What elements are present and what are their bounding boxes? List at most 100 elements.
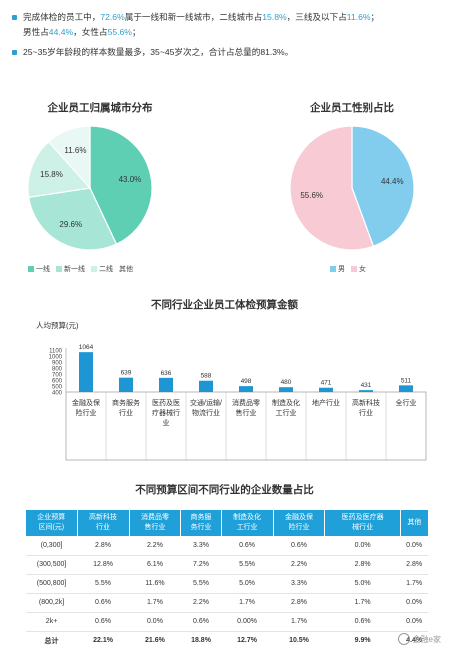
highlight-value: 55.6%: [107, 27, 132, 37]
legend-label: 新一线: [64, 266, 85, 273]
bullet-text: 男性占: [23, 27, 49, 37]
city-pie-slice: [89, 125, 153, 245]
legend-swatch: [330, 266, 336, 272]
table-cell: 0.6%: [324, 612, 401, 632]
bullet-text: 属于一线和新一线城市，二线城市占: [124, 12, 263, 22]
table-cell: 2.8%: [324, 555, 401, 575]
x-tick-label: 制造及化工行业: [272, 398, 300, 417]
table-cell: 总计: [44, 637, 59, 645]
bullet-dot-icon: [12, 50, 17, 55]
bar: [319, 387, 333, 392]
watermark: 金融e家: [397, 633, 441, 645]
table-cell: 2.8%: [273, 593, 325, 613]
legend-label: 女: [359, 266, 366, 273]
city-pie-slice: [27, 140, 92, 198]
table-cell: 1.7%: [221, 593, 274, 613]
x-tick-label: 交通/运输/物流行业: [190, 398, 222, 417]
bar-value-label: 480: [281, 379, 292, 386]
bar-value-label: 511: [401, 377, 412, 384]
bar: [79, 352, 93, 392]
table-cell: 0.00%: [221, 612, 274, 632]
highlight-value: 15.8%: [262, 12, 287, 22]
table-cell: 1.7%: [273, 612, 325, 632]
bar-value-label: 471: [321, 380, 332, 387]
wechat-logo-icon: [397, 633, 410, 645]
bar-value-label: 639: [121, 370, 132, 377]
bar-chart-title: 不同行业企业员工体检预算金额: [151, 299, 298, 311]
bar: [199, 380, 213, 392]
x-tick-label: 高新科技行业: [352, 398, 380, 417]
table-cell: 5.0%: [221, 574, 274, 594]
legend-label: 男: [338, 266, 345, 273]
table-header-cell: 消费品零 售行业: [129, 510, 182, 536]
table-cell: (500,800]: [26, 574, 78, 594]
bullet-text: 25~35岁年龄段的样本数量最多，35~45岁次之，合计占总量的81.3%。: [23, 47, 294, 57]
legend-label: 其他: [119, 266, 133, 273]
table-cell: 2.2%: [129, 536, 181, 556]
table-cell: 22.1%: [93, 637, 113, 645]
bullet-text: 完成体检的员工中，: [23, 12, 101, 22]
bar-value-label: 498: [241, 378, 252, 385]
table-cell: 1.7%: [400, 574, 428, 594]
table-cell: 9.9%: [354, 637, 371, 645]
y-tick-label: 500: [52, 385, 63, 391]
table-cell: 2.2%: [273, 555, 325, 575]
table-header-cell: 金融及保 险行业: [273, 510, 326, 536]
table-row: (300,500] 12.8% 6.1% 7.2% 5.5% 2.2% 2.8% 2.8%: [26, 555, 428, 575]
x-tick-label: 金融及保险行业: [72, 398, 100, 417]
legend-item-male: 男: [330, 264, 345, 274]
table-cell: 2k+: [26, 612, 78, 632]
table-cell: 2.2%: [180, 593, 222, 613]
bullet-text: ，三线及以下占: [286, 12, 347, 22]
table-cell: 21.6%: [145, 637, 165, 645]
table-cell: 18.8%: [191, 637, 211, 645]
table-header-row: 企业预算 区间(元) 高新科技 行业 消费品零 售行业 商务服 务行业 制造及化 工行业 金融及保险…: [26, 510, 428, 536]
legend-label: 一线: [36, 266, 50, 273]
bullet-text: ；: [370, 12, 380, 22]
bar-value-label: 431: [361, 382, 372, 389]
legend-swatch: [351, 266, 357, 272]
watermark-text: 金融e家: [412, 634, 441, 644]
bar: [159, 377, 173, 392]
table-total-row: 总计 22.1% 21.6% 18.8% 12.7% 10.5% 9.9% 4.4%: [26, 631, 428, 650]
bar: [239, 386, 253, 392]
y-tick-label: 600: [52, 379, 63, 385]
table-cell: (0,300]: [26, 536, 78, 556]
table-cell: 5.0%: [324, 574, 401, 594]
bullet-text: ，女性占: [73, 27, 108, 37]
budget-table: 企业预算 区间(元) 高新科技 行业 消费品零 售行业 商务服 务行业 制造及化 工行业 金融及保险…: [26, 510, 428, 650]
bar: [359, 390, 373, 392]
gender-pie-slice: [351, 125, 415, 247]
table-cell: 0.6%: [77, 612, 129, 632]
legend-item-female: 女: [351, 264, 366, 274]
table-header-cell: 其他: [400, 510, 428, 536]
gender-ratio-pie-chart: 44.4% 55.6%: [289, 125, 415, 251]
table-cell: 6.1%: [129, 555, 181, 575]
bar: [119, 377, 133, 392]
city-pie-slice-label: 15.8%: [40, 170, 63, 179]
legend-swatch: [28, 266, 34, 272]
city-pie-slice: [47, 125, 91, 190]
table-title: 不同预算区间不同行业的企业数量占比: [135, 484, 314, 496]
legend-swatch: [91, 266, 97, 272]
table-cell: 0.0%: [400, 536, 428, 556]
y-tick-label: 1000: [49, 355, 63, 361]
table-cell: 5.5%: [77, 574, 129, 594]
table-cell: 2.8%: [400, 555, 428, 575]
table-cell: 12.7%: [237, 637, 257, 645]
legend-swatch: [56, 266, 62, 272]
table-cell: 7.2%: [180, 555, 222, 575]
highlight-value: 72.6%: [100, 12, 125, 22]
summary-bullets: 完成体检的员工中，72.6%属于一线和新一线城市，二线城市占15.8%，三线及以…: [10, 10, 442, 65]
gender-pie-slice-label: 44.4%: [381, 177, 404, 186]
city-pie-legend: 一线 新一线 二线 其他: [28, 264, 133, 274]
x-tick-label: 消费品零售行业: [232, 398, 260, 417]
table-cell: 5.5%: [221, 555, 274, 575]
table-cell: 3.3%: [180, 536, 222, 556]
summary-bullet-city-gender: 完成体检的员工中，72.6%属于一线和新一线城市，二线城市占15.8%，三线及以…: [10, 10, 442, 40]
city-pie-slice-label: 11.6%: [64, 146, 86, 155]
table-cell: 11.6%: [129, 574, 181, 594]
gender-pie-title: 企业员工性别占比: [310, 102, 394, 114]
table-cell: 10.5%: [289, 637, 309, 645]
